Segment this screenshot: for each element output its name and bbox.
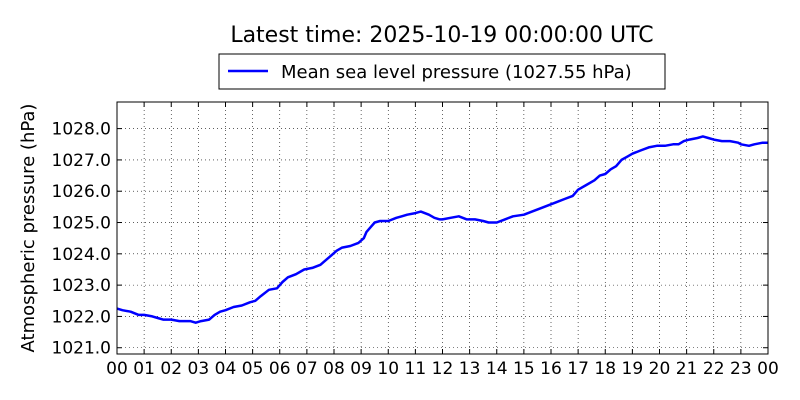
x-tick-label: 22: [703, 359, 725, 379]
chart-title: Latest time: 2025-10-19 00:00:00 UTC: [230, 23, 653, 48]
tick-labels: 00 01 02 03 04 05 06 07 08 09 10 11 12 13 14 15 16 17 18 19…: [52, 120, 779, 379]
x-tick-label: 20: [649, 359, 671, 379]
x-tick-label: 19: [622, 359, 644, 379]
y-axis-label: Atmospheric pressure (hPa): [18, 104, 39, 353]
grid: [117, 102, 768, 354]
x-tick-label: 02: [160, 359, 182, 379]
x-tick-label: 08: [323, 359, 345, 379]
y-tick-label: 1026.0: [52, 182, 111, 202]
x-tick-label: 00: [106, 359, 128, 379]
x-tick-label: 01: [133, 359, 155, 379]
plot-frame: [116, 101, 769, 355]
x-tick-label: 21: [676, 359, 698, 379]
x-tick-label: 15: [513, 359, 535, 379]
series-line-mean-sea-level-pressure: [116, 135, 768, 324]
x-tick-label: 17: [567, 359, 589, 379]
y-tick-label: 1027.0: [52, 151, 111, 171]
y-tick-label: 1024.0: [52, 245, 111, 265]
x-tick-label: 23: [730, 359, 752, 379]
x-tick-label: 12: [432, 359, 454, 379]
axis-ticks: [116, 102, 769, 354]
y-tick-label: 1025.0: [52, 214, 111, 234]
x-tick-label: 03: [188, 359, 210, 379]
series-layer: [116, 135, 768, 324]
x-tick-label: 14: [486, 359, 508, 379]
x-tick-label: 05: [242, 359, 264, 379]
x-tick-label: 07: [296, 359, 318, 379]
x-tick-label: 00: [757, 359, 779, 379]
x-tick-label: 16: [540, 359, 562, 379]
legend: Mean sea level pressure (1027.55 hPa): [218, 53, 666, 90]
x-tick-label: 11: [405, 359, 427, 379]
x-tick-label: 13: [459, 359, 481, 379]
y-tick-label: 1023.0: [52, 276, 111, 296]
y-tick-label: 1022.0: [52, 307, 111, 327]
x-tick-label: 09: [350, 359, 372, 379]
x-tick-label: 10: [377, 359, 399, 379]
x-tick-label: 18: [594, 359, 616, 379]
x-tick-label: 06: [269, 359, 291, 379]
y-tick-label: 1021.0: [52, 339, 111, 359]
legend-label: Mean sea level pressure (1027.55 hPa): [281, 62, 632, 83]
y-tick-label: 1028.0: [52, 120, 111, 140]
legend-box: [218, 53, 666, 90]
x-tick-label: 04: [215, 359, 237, 379]
